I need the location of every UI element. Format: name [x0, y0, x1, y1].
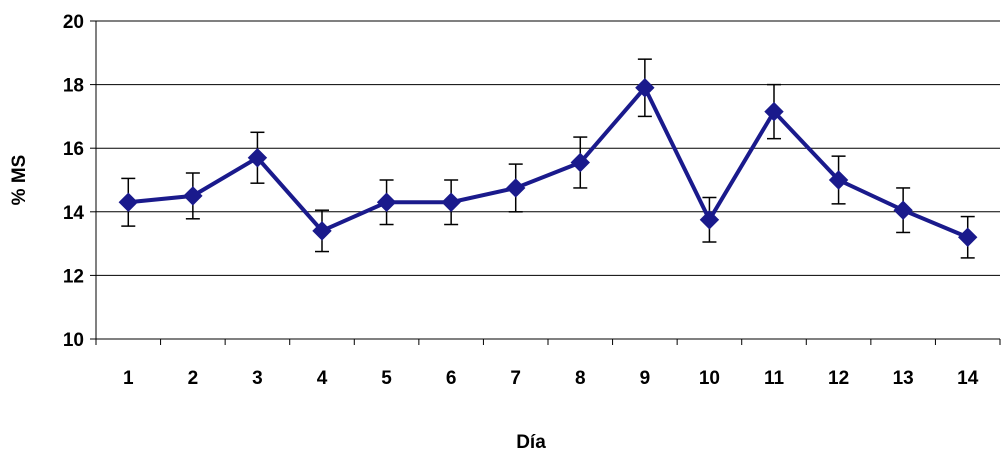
y-tick-label: 14 [63, 203, 85, 224]
x-axis-title: Día [516, 432, 546, 453]
data-point [764, 101, 784, 122]
y-axis-title: % MS [9, 155, 30, 206]
data-point [699, 210, 720, 230]
x-tick-label: 10 [699, 368, 720, 389]
axes [90, 20, 1001, 345]
x-tick-label: 7 [510, 368, 521, 389]
x-tick-label: 5 [381, 368, 392, 389]
data-markers [118, 78, 978, 247]
y-tick-label: 20 [63, 12, 84, 33]
data-point [506, 178, 526, 198]
data-point [828, 170, 849, 190]
x-tick-label: 4 [317, 368, 328, 389]
x-tick-label: 12 [828, 368, 849, 389]
y-tick-label: 16 [63, 139, 84, 160]
x-tick-label: 3 [252, 368, 263, 389]
data-point [118, 192, 138, 212]
y-tick-labels: 10 12 14 16 18 20 [63, 12, 85, 351]
series-line-group [128, 84, 969, 240]
x-tick-label: 6 [446, 368, 457, 389]
x-tick-label: 9 [640, 368, 651, 389]
series-line [128, 84, 969, 240]
x-tick-label: 1 [123, 368, 134, 389]
x-tick-label: 8 [575, 368, 586, 389]
y-tick-label: 12 [63, 266, 84, 287]
data-point [570, 152, 590, 173]
data-point [376, 192, 397, 212]
x-tick-label: 11 [764, 368, 785, 389]
y-tick-label: 18 [63, 76, 84, 97]
data-point [958, 227, 978, 247]
gridlines [96, 20, 1000, 276]
x-tick-label: 2 [188, 368, 199, 389]
data-point [183, 186, 203, 206]
x-tick-label: 13 [893, 368, 914, 389]
data-point [635, 78, 655, 98]
data-point [441, 192, 461, 212]
x-tick-label: 14 [957, 368, 979, 389]
x-tick-labels: 1 2 3 4 5 6 7 8 9 10 11 12 13 14 [123, 368, 979, 389]
data-point [312, 221, 332, 241]
data-point [893, 200, 913, 220]
data-point [247, 148, 268, 168]
y-tick-label: 10 [63, 330, 84, 351]
